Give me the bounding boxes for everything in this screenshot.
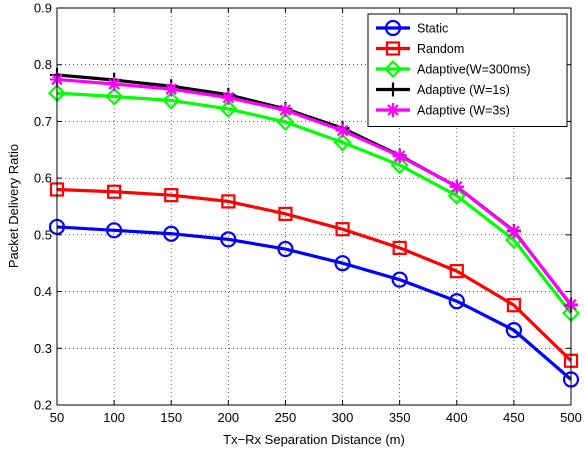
data-point: [506, 224, 521, 239]
y-tick-label: 0.7: [34, 114, 52, 129]
legend-entry-adaptive-w-3s: Adaptive (W=3s): [376, 103, 510, 118]
y-tick-label: 0.4: [34, 284, 52, 299]
series-random: [49, 182, 579, 368]
x-tick-label: 500: [560, 410, 582, 425]
legend-marker: [386, 82, 400, 97]
data-point: [219, 99, 238, 119]
legend-label: Adaptive (W=3s): [417, 104, 510, 118]
data-point: [335, 222, 350, 237]
legend: Static Random Adaptive(W=300ms) Adaptive (W…: [367, 13, 568, 127]
y-tick-label: 0.9: [34, 1, 52, 16]
legend-marker: [384, 19, 402, 37]
legend-entry-static: Static: [376, 19, 448, 37]
data-point: [335, 123, 350, 138]
plot-frame: [56, 7, 572, 406]
data-point: [105, 87, 124, 106]
legend-entry-adaptive-w-1s: Adaptive (W=1s): [376, 82, 510, 97]
data-point: [278, 206, 293, 221]
data-point: [390, 156, 409, 175]
legend-label: Random: [417, 42, 464, 56]
data-point: [276, 112, 295, 132]
data-point: [449, 179, 464, 194]
x-tick-label: 150: [160, 410, 182, 425]
data-point: [333, 133, 352, 152]
series-line: [56, 187, 573, 362]
data-point: [392, 240, 407, 256]
legend-entry-random: Random: [376, 41, 464, 56]
data-point: [221, 194, 236, 209]
data-point: [277, 240, 294, 258]
legend-marker: [383, 59, 403, 79]
data-point: [221, 90, 236, 105]
x-tick-label: 200: [217, 410, 239, 425]
data-point: [107, 76, 122, 91]
data-point: [278, 103, 293, 118]
legend-label: Adaptive(W=300ms): [417, 63, 531, 77]
series-static: [48, 218, 580, 388]
x-tick-label: 350: [389, 410, 411, 425]
legend-marker: [386, 103, 400, 117]
series-layer: [47, 67, 581, 388]
data-point: [447, 186, 466, 205]
legend-marker: [385, 41, 401, 56]
x-axis-label: Tx−Rx Separation Distance (m): [223, 432, 405, 447]
y-tick-label: 0.3: [34, 341, 52, 356]
y-tick-label: 0.8: [34, 57, 52, 72]
data-point: [220, 231, 237, 248]
x-tick-label: 400: [446, 410, 468, 425]
data-point: [163, 225, 180, 242]
data-point: [448, 293, 465, 310]
series-adaptive-w-3s: [50, 72, 578, 312]
y-axis-label: Packet Delivery Ratio: [6, 144, 21, 268]
y-tick-label: 0.2: [34, 398, 52, 413]
y-tick-label: 0.5: [34, 227, 52, 242]
axis-ticks: 50 100 150 200 250 300 350 400 450 500 0.2 0.3 0.4 0.…: [34, 1, 582, 426]
data-point: [164, 82, 179, 97]
series-line: [56, 91, 573, 315]
data-point: [107, 184, 122, 199]
data-point: [106, 222, 123, 239]
series-line: [56, 225, 573, 381]
data-point: [164, 188, 179, 203]
x-tick-label: 300: [332, 410, 354, 425]
legend-entry-adaptive-w-300ms: Adaptive(W=300ms): [376, 59, 531, 79]
data-point: [334, 255, 351, 272]
series-line: [56, 77, 573, 306]
data-point: [392, 149, 407, 164]
data-point: [162, 91, 181, 110]
legend-label: Static: [417, 22, 448, 36]
data-point: [391, 271, 408, 288]
data-point: [506, 298, 521, 313]
data-point: [449, 264, 464, 279]
x-tick-label: 450: [503, 410, 525, 425]
data-point: [505, 322, 522, 339]
x-tick-label: 100: [103, 410, 125, 425]
x-tick-label: 50: [50, 410, 64, 425]
x-tick-label: 250: [275, 410, 297, 425]
y-tick-label: 0.6: [34, 171, 52, 186]
legend-label: Adaptive (W=1s): [417, 83, 510, 97]
